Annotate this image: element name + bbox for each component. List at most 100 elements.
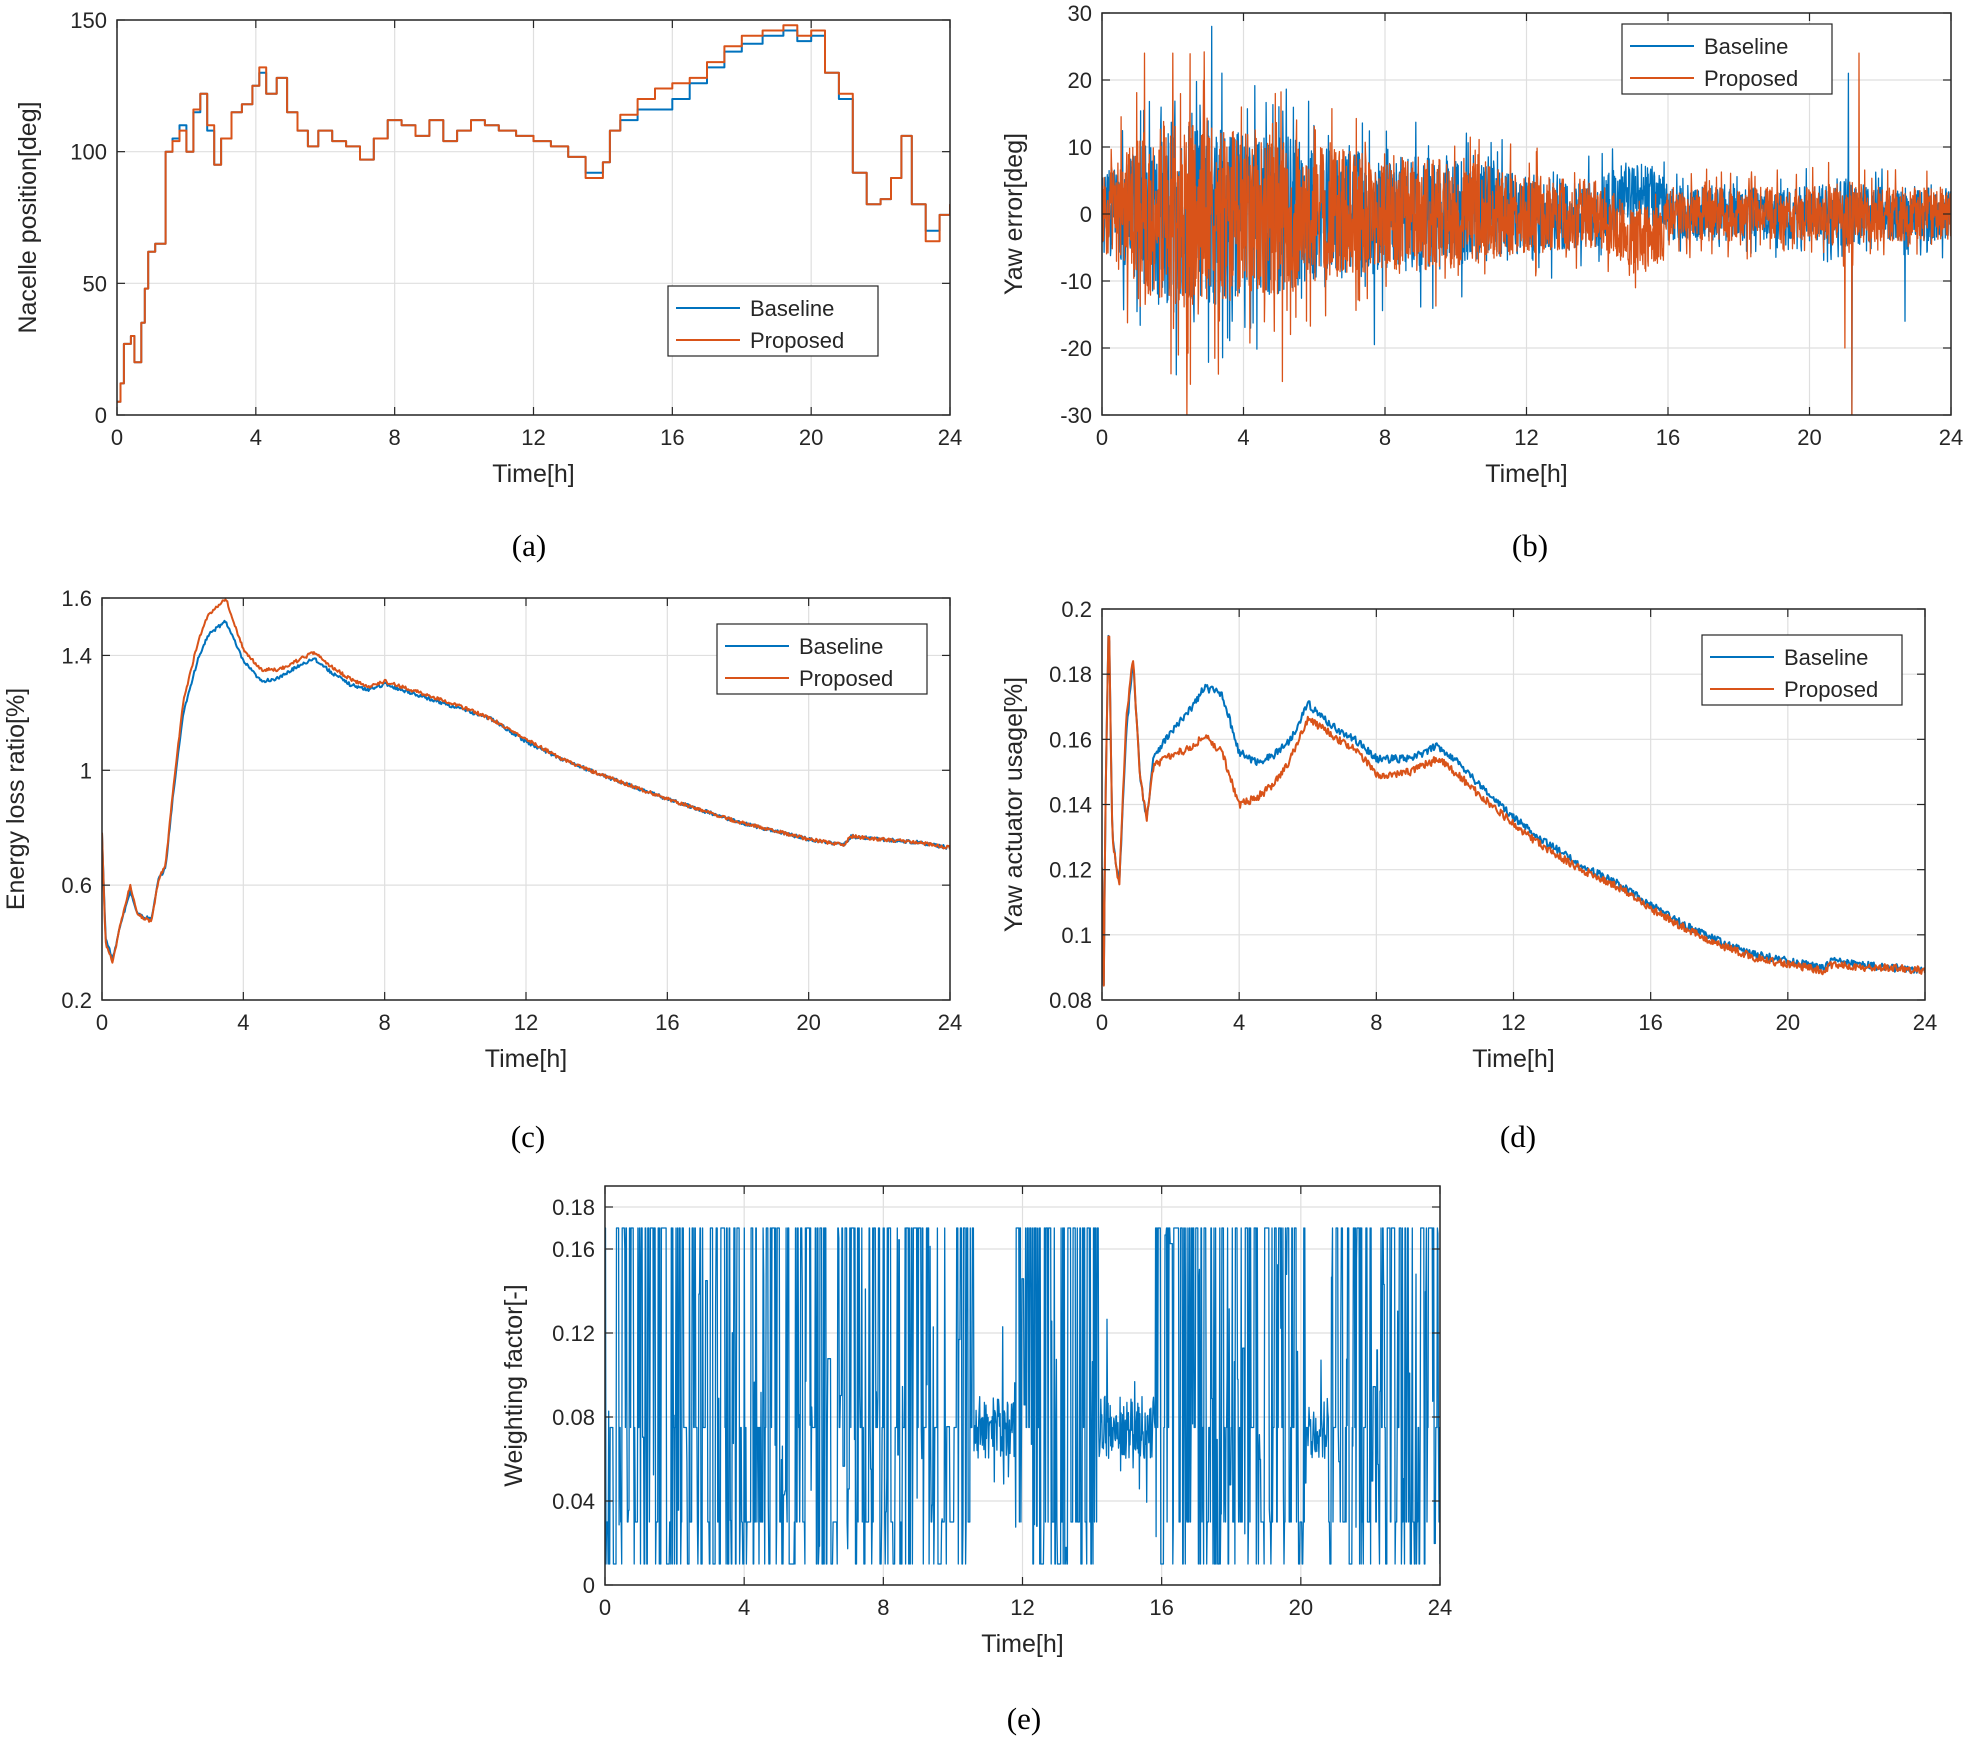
y-tick-label: 10 <box>1068 135 1092 160</box>
x-tick-label: 16 <box>655 1010 679 1035</box>
y-tick-label: 0.16 <box>552 1237 595 1262</box>
panel-b: (b) 0 4 8 12 16 20 24 -30 -20 -10 0 10 20 30 Time[h] Ya… <box>1000 1 1963 563</box>
x-tick-label: 20 <box>1776 1010 1800 1035</box>
caption-c: (c) <box>511 1119 545 1154</box>
x-tick-label: 8 <box>379 1010 391 1035</box>
x-tick-label: 20 <box>796 1010 820 1035</box>
y-axis-label: Yaw actuator usage[%] <box>1000 677 1028 932</box>
y-tick-label: 20 <box>1068 68 1092 93</box>
x-tick-label: 8 <box>1379 425 1391 450</box>
x-tick-label: 0 <box>111 425 123 450</box>
x-tick-label: 4 <box>1233 1010 1245 1035</box>
y-axis-label: Nacelle position[deg] <box>14 101 42 333</box>
series-line-baseline <box>102 619 950 961</box>
y-axis-label: Energy loss ratio[%] <box>2 688 30 910</box>
legend-label-baseline: Baseline <box>1784 645 1868 670</box>
legend-label-baseline: Baseline <box>1704 34 1788 59</box>
x-tick-label: 0 <box>1096 425 1108 450</box>
x-tick-label: 4 <box>250 425 262 450</box>
y-tick-label: 100 <box>70 140 107 165</box>
x-axis-label: Time[h] <box>1472 1045 1554 1073</box>
y-tick-label: 50 <box>83 271 107 296</box>
y-tick-label: 0.04 <box>552 1489 595 1514</box>
x-tick-label: 4 <box>237 1010 249 1035</box>
series-line-proposed <box>1102 51 1951 415</box>
x-axis-label: Time[h] <box>981 1630 1063 1658</box>
x-tick-label: 12 <box>1010 1595 1034 1620</box>
legend: Baseline Proposed <box>1701 634 1903 706</box>
x-tick-label: 16 <box>660 425 684 450</box>
x-tick-label: 4 <box>1237 425 1249 450</box>
legend-label-proposed: Proposed <box>1704 66 1798 91</box>
x-tick-label: 24 <box>1428 1595 1452 1620</box>
y-tick-label: 1 <box>80 758 92 783</box>
y-tick-label: -10 <box>1060 269 1092 294</box>
y-tick-label: 1.4 <box>61 643 92 668</box>
series-line-proposed <box>117 24 950 403</box>
series-line-proposed <box>1102 635 1925 987</box>
legend-label-baseline: Baseline <box>750 296 834 321</box>
caption-b: (b) <box>1512 528 1548 563</box>
y-tick-label: 0.14 <box>1049 793 1092 818</box>
x-tick-label: 20 <box>799 425 823 450</box>
y-tick-label: 0.1 <box>1061 923 1092 948</box>
legend-label-proposed: Proposed <box>750 328 844 353</box>
x-tick-label: 8 <box>877 1595 889 1620</box>
y-tick-label: 0.18 <box>552 1195 595 1220</box>
x-tick-label: 0 <box>96 1010 108 1035</box>
y-tick-label: 0.08 <box>552 1405 595 1430</box>
y-tick-label: 0 <box>1080 202 1092 227</box>
x-axis-label: Time[h] <box>1485 460 1567 488</box>
series-line-weighting-factor <box>605 1227 1440 1565</box>
y-tick-label: 0.16 <box>1049 727 1092 752</box>
x-tick-label: 24 <box>1913 1010 1937 1035</box>
series-group-b <box>1102 25 1951 415</box>
legend-label-proposed: Proposed <box>1784 677 1878 702</box>
panel-a: (a) 0 4 8 12 16 20 24 0 50 100 150 Time[h] Nacelle p… <box>14 8 962 563</box>
legend-label-baseline: Baseline <box>799 634 883 659</box>
series-group-e <box>605 1227 1440 1565</box>
series-group-c <box>102 598 950 964</box>
legend-label-proposed: Proposed <box>799 666 893 691</box>
x-axis-label: Time[h] <box>485 1045 567 1073</box>
y-tick-label: 1.6 <box>61 586 92 611</box>
y-tick-label: -20 <box>1060 336 1092 361</box>
y-tick-label: 0.18 <box>1049 662 1092 687</box>
x-tick-label: 8 <box>389 425 401 450</box>
y-tick-label: -30 <box>1060 403 1092 428</box>
legend: Baseline Proposed <box>667 285 879 357</box>
x-tick-label: 16 <box>1638 1010 1662 1035</box>
x-axis-label: Time[h] <box>492 460 574 488</box>
legend: Baseline Proposed <box>716 623 928 695</box>
x-tick-label: 12 <box>521 425 545 450</box>
x-tick-label: 16 <box>1656 425 1680 450</box>
y-axis-label: Yaw error[deg] <box>1000 133 1028 295</box>
y-tick-label: 0.2 <box>61 988 92 1013</box>
x-tick-label: 12 <box>1514 425 1538 450</box>
y-tick-label: 0.12 <box>552 1321 595 1346</box>
panel-e: (e) 0 4 8 12 16 20 24 0 0.04 0.08 0.12 0.16 0.18 Time… <box>500 1185 1452 1736</box>
y-tick-label: 0 <box>95 403 107 428</box>
panel-d: (d) 0 4 8 12 16 20 24 0.08 0.1 0.12 0.14 0.16 0.18 0.… <box>1000 597 1937 1154</box>
y-tick-label: 30 <box>1068 1 1092 26</box>
panel-c: (c) 0 4 8 12 16 20 24 0.2 0.6 1 1.4 1.6 Time[h] Energ… <box>2 586 962 1154</box>
x-tick-label: 12 <box>1501 1010 1525 1035</box>
x-tick-label: 16 <box>1149 1595 1173 1620</box>
x-tick-label: 20 <box>1797 425 1821 450</box>
caption-a: (a) <box>512 528 546 563</box>
x-tick-label: 24 <box>1939 425 1963 450</box>
x-tick-label: 12 <box>514 1010 538 1035</box>
x-tick-label: 0 <box>1096 1010 1108 1035</box>
x-tick-label: 0 <box>599 1595 611 1620</box>
series-group-a <box>117 24 950 403</box>
y-tick-label: 0.6 <box>61 873 92 898</box>
x-tick-label: 24 <box>938 425 962 450</box>
x-tick-label: 20 <box>1289 1595 1313 1620</box>
caption-e: (e) <box>1007 1701 1041 1736</box>
y-tick-label: 0.12 <box>1049 858 1092 883</box>
y-tick-label: 150 <box>70 8 107 33</box>
legend: Baseline Proposed <box>1621 23 1833 95</box>
x-tick-label: 4 <box>738 1595 750 1620</box>
x-tick-label: 24 <box>938 1010 962 1035</box>
